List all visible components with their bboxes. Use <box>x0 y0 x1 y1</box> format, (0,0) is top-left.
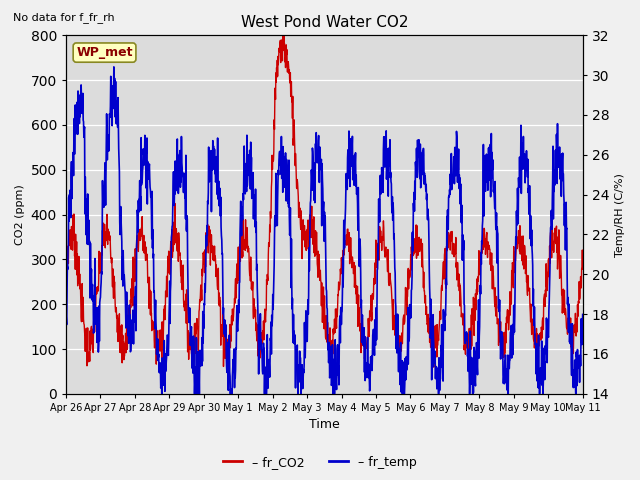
Legend: – fr_CO2, – fr_temp: – fr_CO2, – fr_temp <box>218 451 422 474</box>
Title: West Pond Water CO2: West Pond Water CO2 <box>241 15 408 30</box>
Y-axis label: CO2 (ppm): CO2 (ppm) <box>15 184 25 245</box>
X-axis label: Time: Time <box>309 419 340 432</box>
Text: WP_met: WP_met <box>76 46 132 59</box>
Text: No data for f_fr_rh: No data for f_fr_rh <box>13 12 115 23</box>
Y-axis label: Temp/RH (C/%): Temp/RH (C/%) <box>615 173 625 256</box>
